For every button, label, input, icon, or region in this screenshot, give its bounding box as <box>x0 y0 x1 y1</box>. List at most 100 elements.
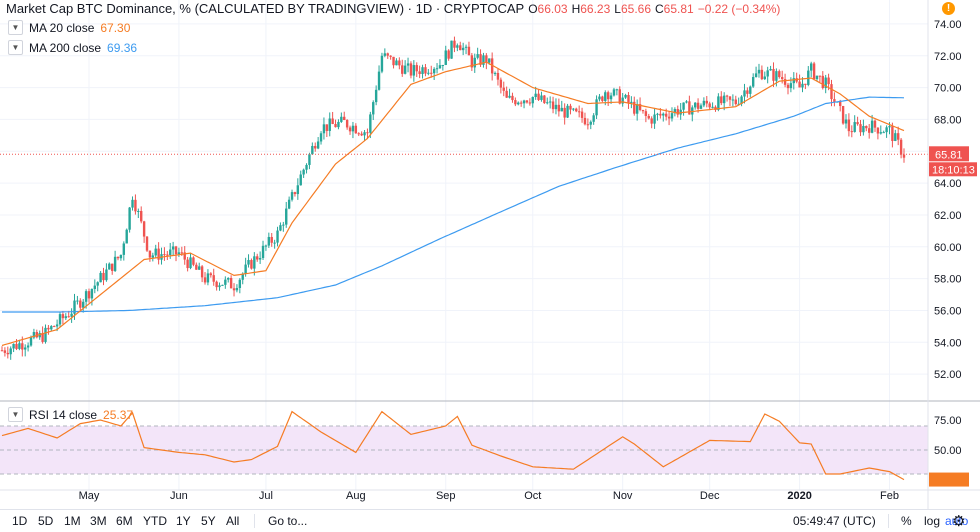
candle-body <box>421 67 424 75</box>
candle-body <box>833 99 836 103</box>
candle-body <box>815 75 819 80</box>
range-5y-button[interactable]: 5Y <box>201 514 216 528</box>
candle-body <box>583 117 587 125</box>
candle-body <box>601 96 604 101</box>
symbol-title[interactable]: Market Cap BTC Dominance, % (CALCULATED … <box>6 1 525 16</box>
auto-toggle[interactable]: auto <box>945 514 969 528</box>
candle-body <box>351 125 355 132</box>
candle-body <box>493 72 497 74</box>
candle-body <box>862 126 865 133</box>
range-1d-button[interactable]: 1D <box>12 514 28 528</box>
candle-body <box>453 40 456 48</box>
range-all-button[interactable]: All <box>226 514 240 528</box>
candle-body <box>902 154 906 158</box>
candle-body <box>627 95 630 104</box>
candle-body <box>824 77 827 89</box>
candle-body <box>775 71 778 81</box>
candle-body <box>145 236 149 251</box>
candle-body <box>84 291 88 302</box>
time-tick-label: Feb <box>880 490 899 502</box>
rsi-label: RSI 14 close <box>29 407 98 422</box>
candle-body <box>838 101 842 107</box>
candle-body <box>305 164 308 170</box>
candle-body <box>508 95 511 98</box>
candle-body <box>589 121 592 125</box>
candle-body <box>418 71 421 75</box>
candle-body <box>343 116 346 121</box>
candle-body <box>377 71 381 90</box>
candle-body <box>96 282 99 286</box>
candle-body <box>609 95 613 100</box>
percent-toggle[interactable]: % <box>901 514 912 528</box>
candle-body <box>3 350 7 353</box>
bottom-toolbar: 1D 5D 1M 3M 6M YTD 1Y 5Y All Go to... 05… <box>0 509 980 532</box>
candle-body <box>99 272 102 283</box>
range-1m-button[interactable]: 1M <box>64 514 81 528</box>
candle-body <box>93 285 97 290</box>
candle-body <box>238 279 242 289</box>
chevron-down-icon[interactable]: ▼ <box>8 40 23 55</box>
candle-body <box>659 113 662 116</box>
candle-body <box>58 314 62 325</box>
candle-body <box>896 133 900 140</box>
candle-body <box>604 92 607 101</box>
time-tick-label: May <box>79 490 100 502</box>
goto-button[interactable]: Go to... <box>268 514 308 528</box>
candle-body <box>633 101 636 114</box>
candle-body <box>374 89 378 103</box>
candle-body <box>615 89 619 91</box>
candle-body <box>885 127 888 133</box>
candle-body <box>50 326 53 330</box>
time-tick-label: 2020 <box>787 490 811 502</box>
candle-body <box>427 72 430 74</box>
chart-canvas[interactable]: 52.0054.0056.0058.0060.0062.0064.0066.00… <box>0 0 980 509</box>
chevron-down-icon[interactable]: ▼ <box>8 407 23 422</box>
legend-ma200[interactable]: ▼ MA 200 close 69.36 <box>8 40 137 55</box>
rsi-value: 25.37 <box>103 407 134 422</box>
exclamation-icon[interactable]: ! <box>942 2 955 15</box>
candle-body <box>470 55 474 68</box>
candle-body <box>212 275 215 282</box>
candle-body <box>473 57 476 68</box>
gear-icon[interactable]: ⚙ <box>952 513 966 530</box>
candle-body <box>290 192 294 200</box>
candle-body <box>879 132 882 134</box>
candle-body <box>656 113 659 115</box>
log-toggle[interactable]: log <box>924 514 941 528</box>
range-1y-button[interactable]: 1Y <box>176 514 191 528</box>
candle-body <box>667 116 671 119</box>
candle-body <box>186 259 189 269</box>
candle-body <box>386 53 389 56</box>
candle-body <box>522 100 526 104</box>
chevron-down-icon[interactable]: ▼ <box>8 20 23 35</box>
legend-rsi[interactable]: ▼ RSI 14 close 25.37 <box>8 407 133 422</box>
candle-body <box>693 102 697 108</box>
ma200-line <box>2 96 905 313</box>
candle-body <box>105 269 108 281</box>
candle-body <box>198 266 201 270</box>
candle-body <box>412 65 416 76</box>
candle-body <box>865 126 868 129</box>
price-tick-label: 74.00 <box>934 19 962 31</box>
range-5d-button[interactable]: 5D <box>38 514 54 528</box>
candle-body <box>525 100 529 103</box>
range-6m-button[interactable]: 6M <box>116 514 133 528</box>
candle-body <box>496 72 500 80</box>
candle-body <box>47 327 50 330</box>
candle-body <box>844 119 848 124</box>
time-tick-label: Jun <box>170 490 188 502</box>
ma200-value: 69.36 <box>107 40 138 55</box>
candle-body <box>366 132 369 134</box>
legend-ma20[interactable]: ▼ MA 20 close 67.30 <box>8 20 130 35</box>
range-3m-button[interactable]: 3M <box>90 514 107 528</box>
candle-body <box>189 257 192 269</box>
range-ytd-button[interactable]: YTD <box>143 514 167 528</box>
candle-body <box>195 264 198 270</box>
candle-body <box>55 324 59 327</box>
candle-body <box>757 69 761 74</box>
candle-body <box>575 108 578 112</box>
candle-body <box>432 68 436 74</box>
candle-body <box>894 133 897 141</box>
utc-clock[interactable]: 05:49:47 (UTC) <box>793 514 876 528</box>
